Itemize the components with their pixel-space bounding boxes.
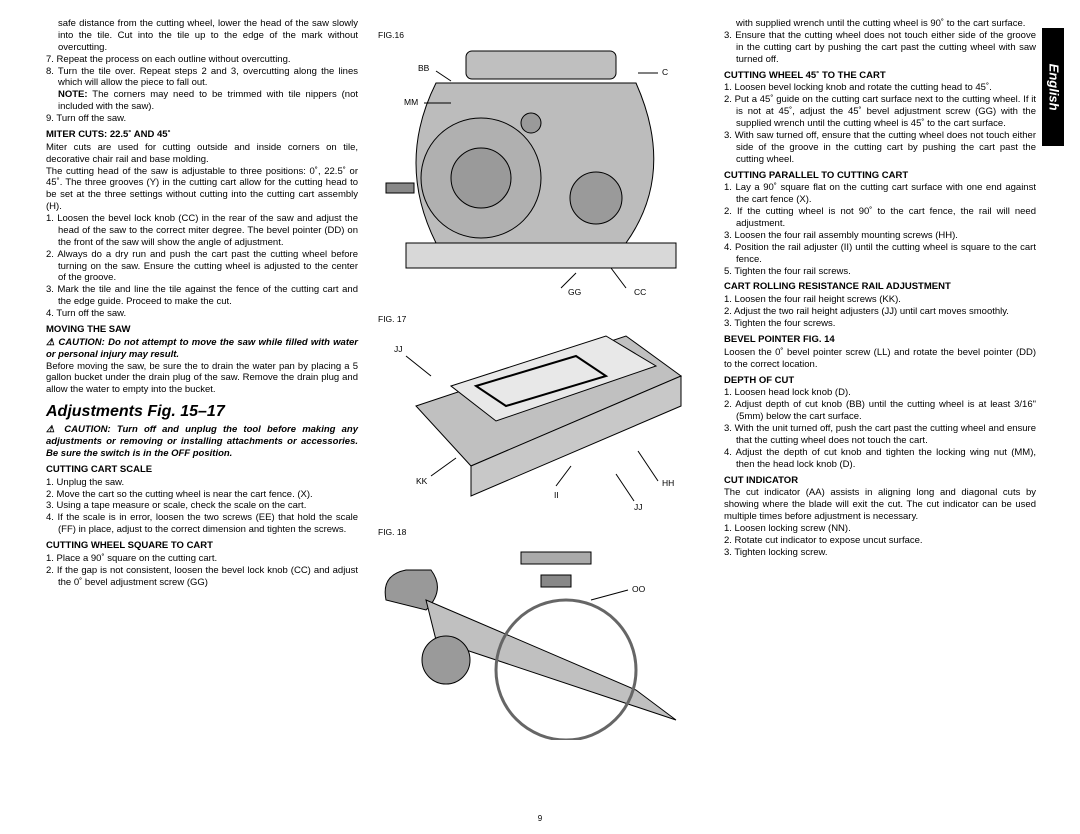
cw45-3: 3. With saw turned off, ensure that the … bbox=[724, 130, 1036, 166]
miter-intro-1: Miter cuts are used for cutting outside … bbox=[46, 142, 358, 166]
moving-title: MOVING THE SAW bbox=[46, 324, 358, 336]
cws-title: CUTTING WHEEL SQUARE TO CART bbox=[46, 540, 358, 552]
r-cont-1: with supplied wrench until the cutting w… bbox=[724, 18, 1036, 30]
miter-step-3: 3. Mark the tile and line the tile again… bbox=[46, 284, 358, 308]
middle-column: FIG.16 BB MM bbox=[376, 18, 706, 740]
miter-steps: 1. Loosen the bevel lock knob (CC) in th… bbox=[46, 213, 358, 320]
fig16-lbl-c: C bbox=[662, 67, 668, 78]
moving-caution: ⚠ CAUTION: Do not attempt to move the sa… bbox=[46, 337, 358, 361]
figure-17: JJ KK II HH JJ bbox=[376, 326, 696, 521]
ccs-title: CUTTING CART SCALE bbox=[46, 464, 358, 476]
crr-2: 2. Adjust the two rail height adjusters … bbox=[724, 306, 1036, 318]
step-continued: safe distance from the cutting wheel, lo… bbox=[46, 18, 358, 54]
cpc-3: 3. Loosen the four rail assembly mountin… bbox=[724, 230, 1036, 242]
step-note: NOTE: The corners may need to be trimmed… bbox=[46, 89, 358, 113]
bp-title: BEVEL POINTER FIG. 14 bbox=[724, 334, 1036, 346]
moving-text: Before moving the saw, be sure the to dr… bbox=[46, 361, 358, 397]
right-continued: with supplied wrench until the cutting w… bbox=[724, 18, 1036, 66]
miter-step-1: 1. Loosen the bevel lock knob (CC) in th… bbox=[46, 213, 358, 249]
miter-title: MITER CUTS: 22.5˚ AND 45˚ bbox=[46, 129, 358, 141]
bp-text: Loosen the 0˚ bevel pointer screw (LL) a… bbox=[724, 347, 1036, 371]
figure-16: BB MM C GG CC bbox=[376, 43, 696, 308]
adjustments-title: Adjustments Fig. 15–17 bbox=[46, 402, 358, 422]
cw45-steps: 1. Loosen bevel locking knob and rotate … bbox=[724, 82, 1036, 165]
step-7: 7. Repeat the process on each outline wi… bbox=[46, 54, 358, 66]
doc-title: DEPTH OF CUT bbox=[724, 375, 1036, 387]
doc-1: 1. Loosen head lock knob (D). bbox=[724, 387, 1036, 399]
doc-steps: 1. Loosen head lock knob (D). 2. Adjust … bbox=[724, 387, 1036, 470]
cw45-title: CUTTING WHEEL 45˚ TO THE CART bbox=[724, 70, 1036, 82]
cws-1: 1. Place a 90˚ square on the cutting car… bbox=[46, 553, 358, 565]
cpc-5: 5. Tighten the four rail screws. bbox=[724, 266, 1036, 278]
fig16-lbl-bb: BB bbox=[418, 63, 429, 74]
language-tab: English bbox=[1042, 28, 1064, 146]
fig17-lbl-kk: KK bbox=[416, 476, 427, 487]
crr-3: 3. Tighten the four screws. bbox=[724, 318, 1036, 330]
fig18-caption: FIG. 18 bbox=[378, 527, 706, 538]
fig16-lbl-gg: GG bbox=[568, 287, 581, 298]
language-label: English bbox=[1045, 64, 1061, 111]
doc-3: 3. With the unit turned off, push the ca… bbox=[724, 423, 1036, 447]
doc-2: 2. Adjust depth of cut knob (BB) until t… bbox=[724, 399, 1036, 423]
cw45-2: 2. Put a 45˚ guide on the cutting cart s… bbox=[724, 94, 1036, 130]
cw45-1: 1. Loosen bevel locking knob and rotate … bbox=[724, 82, 1036, 94]
ci-1: 1. Loosen locking screw (NN). bbox=[724, 523, 1036, 535]
cws-2: 2. If the gap is not consistent, loosen … bbox=[46, 565, 358, 589]
step-8: 8. Turn the tile over. Repeat steps 2 an… bbox=[46, 66, 358, 90]
fig16-lbl-mm: MM bbox=[404, 97, 418, 108]
miter-step-4: 4. Turn off the saw. bbox=[46, 308, 358, 320]
fig17-drawing bbox=[376, 326, 696, 521]
fig17-lbl-hh: HH bbox=[662, 478, 674, 489]
cpc-steps: 1. Lay a 90˚ square flat on the cutting … bbox=[724, 182, 1036, 277]
right-column: with supplied wrench until the cutting w… bbox=[724, 18, 1036, 740]
ci-3: 3. Tighten locking screw. bbox=[724, 547, 1036, 559]
cpc-1: 1. Lay a 90˚ square flat on the cutting … bbox=[724, 182, 1036, 206]
ci-title: CUT INDICATOR bbox=[724, 475, 1036, 487]
ccs-3: 3. Using a tape measure or scale, check … bbox=[46, 500, 358, 512]
cpc-2: 2. If the cutting wheel is not 90˚ to th… bbox=[724, 206, 1036, 230]
crr-steps: 1. Loosen the four rail height screws (K… bbox=[724, 294, 1036, 330]
ccs-4: 4. If the scale is in error, loosen the … bbox=[46, 512, 358, 536]
page-number: 9 bbox=[538, 814, 542, 824]
fig18-drawing bbox=[376, 540, 696, 740]
fig17-lbl-jj2: JJ bbox=[634, 502, 643, 513]
manual-page: safe distance from the cutting wheel, lo… bbox=[0, 0, 1080, 740]
left-column: safe distance from the cutting wheel, lo… bbox=[46, 18, 358, 740]
fig16-drawing bbox=[376, 43, 696, 308]
fig16-caption: FIG.16 bbox=[378, 30, 706, 41]
adjust-caution: ⚠ CAUTION: Turn off and unplug the tool … bbox=[46, 424, 358, 460]
fig17-caption: FIG. 17 bbox=[378, 314, 706, 325]
doc-4: 4. Adjust the depth of cut knob and tigh… bbox=[724, 447, 1036, 471]
miter-step-2: 2. Always do a dry run and push the cart… bbox=[46, 249, 358, 285]
ccs-2: 2. Move the cart so the cutting wheel is… bbox=[46, 489, 358, 501]
cws-steps: 1. Place a 90˚ square on the cutting car… bbox=[46, 553, 358, 589]
r-cont-2: 3. Ensure that the cutting wheel does no… bbox=[724, 30, 1036, 66]
miter-intro-2: The cutting head of the saw is adjustabl… bbox=[46, 166, 358, 214]
ci-text: The cut indicator (AA) assists in aligni… bbox=[724, 487, 1036, 523]
cpc-title: CUTTING PARALLEL TO CUTTING CART bbox=[724, 170, 1036, 182]
fig17-lbl-ii: II bbox=[554, 490, 559, 501]
crr-1: 1. Loosen the four rail height screws (K… bbox=[724, 294, 1036, 306]
continued-list: safe distance from the cutting wheel, lo… bbox=[46, 18, 358, 125]
cpc-4: 4. Position the rail adjuster (II) until… bbox=[724, 242, 1036, 266]
crr-title: CART ROLLING RESISTANCE RAIL ADJUSTMENT bbox=[724, 281, 1036, 293]
fig18-lbl-oo: OO bbox=[632, 584, 645, 595]
step-9: 9. Turn off the saw. bbox=[46, 113, 358, 125]
fig17-lbl-jj: JJ bbox=[394, 344, 403, 355]
figure-18: OO bbox=[376, 540, 696, 740]
ci-steps: 1. Loosen locking screw (NN). 2. Rotate … bbox=[724, 523, 1036, 559]
ccs-1: 1. Unplug the saw. bbox=[46, 477, 358, 489]
ccs-steps: 1. Unplug the saw. 2. Move the cart so t… bbox=[46, 477, 358, 536]
ci-2: 2. Rotate cut indicator to expose uncut … bbox=[724, 535, 1036, 547]
fig16-lbl-cc: CC bbox=[634, 287, 646, 298]
